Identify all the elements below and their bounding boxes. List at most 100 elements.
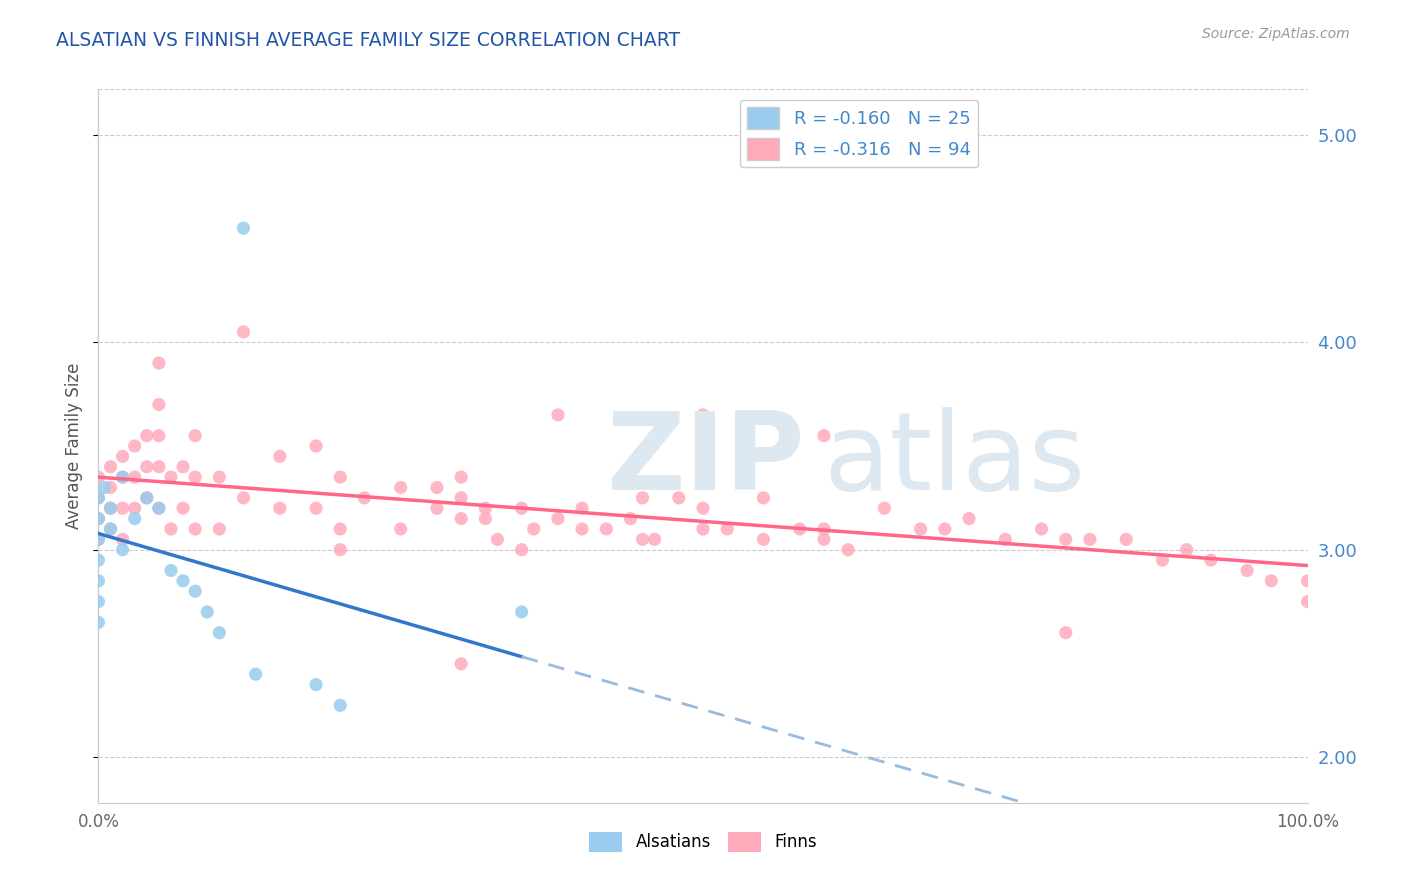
Point xyxy=(716,522,738,536)
Point xyxy=(111,501,134,516)
Point xyxy=(1054,625,1077,640)
Point xyxy=(692,522,714,536)
Point xyxy=(184,522,207,536)
Point xyxy=(111,533,134,547)
Point xyxy=(148,356,170,370)
Point xyxy=(87,491,110,505)
Point xyxy=(184,428,207,442)
Point xyxy=(474,501,496,516)
Point xyxy=(1236,564,1258,578)
Point xyxy=(111,542,134,557)
Point xyxy=(631,533,654,547)
Point xyxy=(87,615,110,630)
Point xyxy=(305,501,328,516)
Point xyxy=(148,459,170,474)
Point xyxy=(100,522,122,536)
Point xyxy=(510,605,533,619)
Point xyxy=(111,450,134,464)
Point xyxy=(87,511,110,525)
Point xyxy=(208,522,231,536)
Point xyxy=(184,470,207,484)
Point xyxy=(994,533,1017,547)
Point xyxy=(208,470,231,484)
Point xyxy=(172,459,194,474)
Legend: Alsatians, Finns: Alsatians, Finns xyxy=(582,825,824,859)
Point xyxy=(135,428,157,442)
Point xyxy=(87,511,110,525)
Point xyxy=(668,491,690,505)
Point xyxy=(1260,574,1282,588)
Point xyxy=(1152,553,1174,567)
Point xyxy=(450,491,472,505)
Point xyxy=(813,522,835,536)
Point xyxy=(232,221,254,235)
Point xyxy=(160,522,183,536)
Point xyxy=(208,625,231,640)
Point xyxy=(523,522,546,536)
Point xyxy=(111,470,134,484)
Point xyxy=(148,428,170,442)
Point xyxy=(232,491,254,505)
Point xyxy=(269,450,291,464)
Text: atlas: atlas xyxy=(824,408,1085,513)
Point xyxy=(160,470,183,484)
Text: ALSATIAN VS FINNISH AVERAGE FAMILY SIZE CORRELATION CHART: ALSATIAN VS FINNISH AVERAGE FAMILY SIZE … xyxy=(56,31,681,50)
Point xyxy=(87,574,110,588)
Point xyxy=(87,491,110,505)
Point xyxy=(124,439,146,453)
Point xyxy=(1199,553,1222,567)
Point xyxy=(172,574,194,588)
Point xyxy=(269,501,291,516)
Point xyxy=(124,470,146,484)
Point xyxy=(135,459,157,474)
Point xyxy=(87,553,110,567)
Text: ZIP: ZIP xyxy=(606,408,804,513)
Point xyxy=(305,677,328,691)
Point xyxy=(148,501,170,516)
Point xyxy=(957,511,980,525)
Point xyxy=(305,439,328,453)
Point xyxy=(100,522,122,536)
Point xyxy=(486,533,509,547)
Point xyxy=(148,397,170,411)
Point xyxy=(232,325,254,339)
Point xyxy=(631,491,654,505)
Point xyxy=(547,511,569,525)
Point xyxy=(692,408,714,422)
Point xyxy=(426,501,449,516)
Point xyxy=(87,533,110,547)
Point xyxy=(100,501,122,516)
Point xyxy=(644,533,666,547)
Point xyxy=(1296,574,1319,588)
Point xyxy=(1175,542,1198,557)
Point xyxy=(1115,533,1137,547)
Y-axis label: Average Family Size: Average Family Size xyxy=(65,363,83,529)
Point xyxy=(450,511,472,525)
Point xyxy=(329,698,352,713)
Point xyxy=(100,459,122,474)
Point xyxy=(474,511,496,525)
Point xyxy=(510,501,533,516)
Point xyxy=(87,533,110,547)
Point xyxy=(752,533,775,547)
Point xyxy=(329,470,352,484)
Point xyxy=(100,481,122,495)
Point xyxy=(934,522,956,536)
Point xyxy=(910,522,932,536)
Point xyxy=(389,522,412,536)
Point xyxy=(87,470,110,484)
Point xyxy=(1054,533,1077,547)
Point xyxy=(813,428,835,442)
Point xyxy=(571,522,593,536)
Point xyxy=(87,594,110,608)
Point xyxy=(148,501,170,516)
Point xyxy=(595,522,617,536)
Point xyxy=(547,408,569,422)
Point xyxy=(100,501,122,516)
Point xyxy=(111,470,134,484)
Point xyxy=(619,511,641,525)
Point xyxy=(245,667,267,681)
Point xyxy=(1296,594,1319,608)
Point xyxy=(1031,522,1053,536)
Point xyxy=(752,491,775,505)
